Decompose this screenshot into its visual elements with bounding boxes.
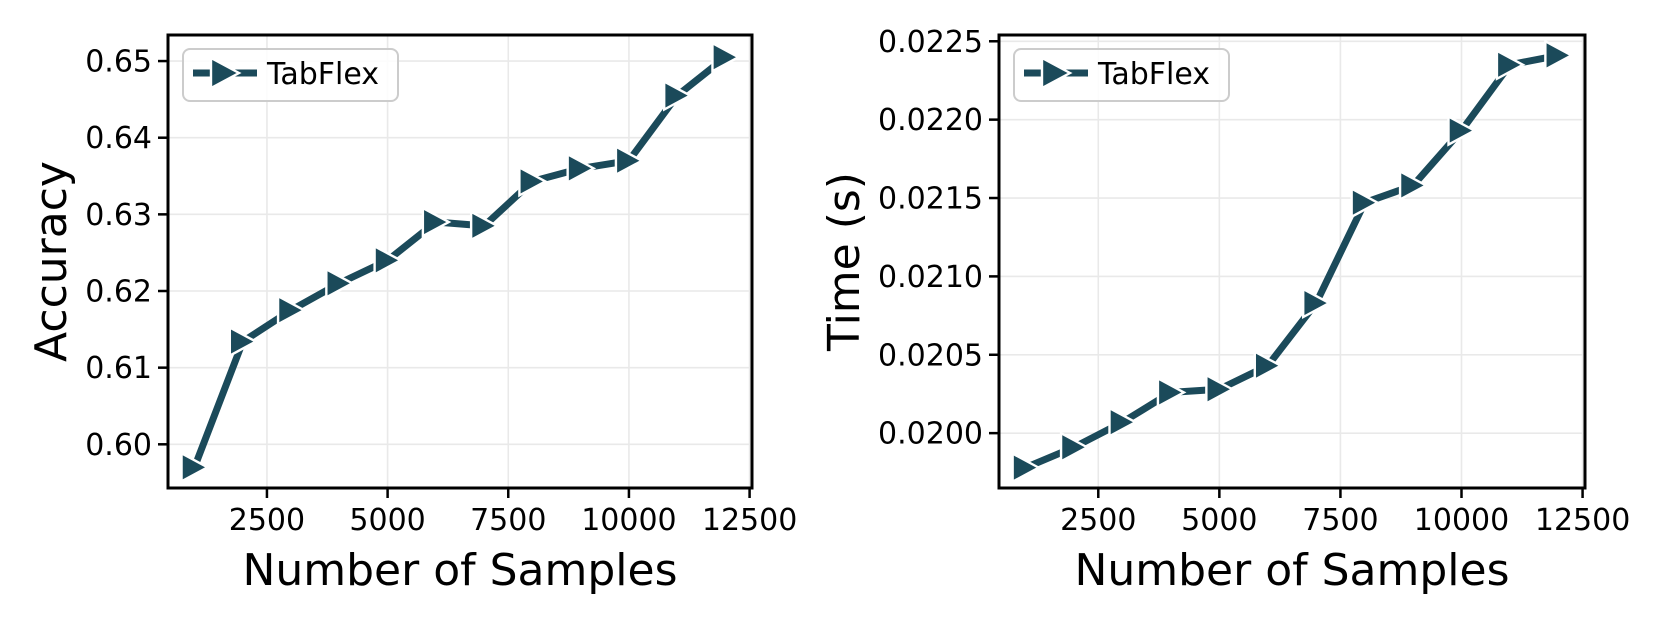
y-tick-label: 0.61 — [85, 351, 152, 386]
x-tick-label: 10000 — [1414, 503, 1509, 538]
legend-box — [182, 48, 399, 102]
x-axis-label: Number of Samples — [242, 545, 677, 596]
x-tick-label: 7500 — [1302, 503, 1378, 538]
data-point-marker — [1156, 376, 1187, 409]
y-tick-label: 0.64 — [85, 121, 152, 156]
data-point-marker — [1495, 48, 1526, 81]
accuracy-chart-panel: 2500 5000 7500 10000 12500 0.60 0.61 0.62 0.63 0.… — [0, 0, 820, 623]
time-chart: 2500 5000 7500 10000 12500 0.0200 0.0205 0.0210… — [819, 25, 1630, 596]
data-point-marker — [1059, 431, 1090, 464]
data-point-marker — [1447, 114, 1478, 147]
plot-border — [166, 33, 754, 490]
data-point-marker — [566, 152, 597, 185]
legend: TabFlex — [182, 48, 399, 102]
legend: TabFlex — [1013, 48, 1230, 102]
data-point-marker — [662, 79, 693, 112]
y-tick-label: 0.62 — [85, 275, 152, 310]
accuracy-chart: 2500 5000 7500 10000 12500 0.60 0.61 0.62 0.63 0.… — [26, 33, 797, 596]
data-point-marker — [325, 267, 355, 300]
data-point-marker — [1011, 451, 1042, 484]
x-tick-label: 10000 — [581, 503, 676, 538]
legend-label: TabFlex — [266, 57, 379, 92]
y-tick-label: 0.0220 — [878, 103, 983, 138]
data-point-marker — [1108, 406, 1139, 439]
y-tick-label: 0.0225 — [878, 25, 983, 60]
y-tick-label: 0.0205 — [878, 338, 983, 373]
data-point-marker — [276, 294, 307, 327]
x-tick-label: 5000 — [1181, 503, 1257, 538]
data-point-marker — [1302, 287, 1332, 320]
x-tick-label: 12500 — [1535, 503, 1630, 538]
legend-right-triangle-marker-icon — [1040, 55, 1073, 91]
y-tick-label: 0.60 — [85, 428, 152, 463]
y-tick-label: 0.0210 — [878, 260, 983, 295]
y-tick-label: 0.0200 — [878, 417, 983, 452]
y-tick-label: 0.63 — [85, 198, 152, 233]
plot-area — [168, 35, 752, 488]
data-point-marker — [469, 209, 500, 242]
legend-label: TabFlex — [1097, 57, 1210, 92]
legend-box — [1013, 48, 1230, 102]
data-point-marker — [518, 165, 548, 198]
data-point-marker — [614, 144, 645, 177]
x-tick-label: 2500 — [229, 503, 305, 538]
data-point-marker — [1253, 349, 1284, 382]
x-tick-label: 12500 — [702, 503, 797, 538]
x-tick-label: 5000 — [349, 503, 425, 538]
data-point-marker — [180, 451, 211, 484]
data-point-marker — [373, 244, 404, 277]
data-point-marker — [1398, 169, 1429, 202]
data-point-marker — [228, 325, 259, 358]
time-chart-panel: 2500 5000 7500 10000 12500 0.0200 0.0205 0.0210… — [819, 0, 1661, 623]
plot-area — [999, 35, 1585, 488]
y-axis-label: Accuracy — [26, 161, 77, 362]
y-tick-label: 0.65 — [85, 45, 152, 80]
data-point-marker — [711, 41, 741, 74]
legend-right-triangle-marker-icon — [209, 55, 242, 91]
data-point-marker — [1205, 373, 1235, 406]
x-axis-label: Number of Samples — [1074, 545, 1509, 596]
plot-border — [997, 33, 1587, 490]
y-tick-label: 0.0215 — [878, 182, 983, 217]
x-tick-label: 7500 — [470, 503, 546, 538]
data-point-marker — [421, 206, 452, 239]
data-point-marker — [1350, 186, 1381, 219]
x-tick-label: 2500 — [1060, 503, 1136, 538]
y-axis-label: Time (s) — [820, 172, 870, 352]
data-point-marker — [1544, 39, 1574, 72]
